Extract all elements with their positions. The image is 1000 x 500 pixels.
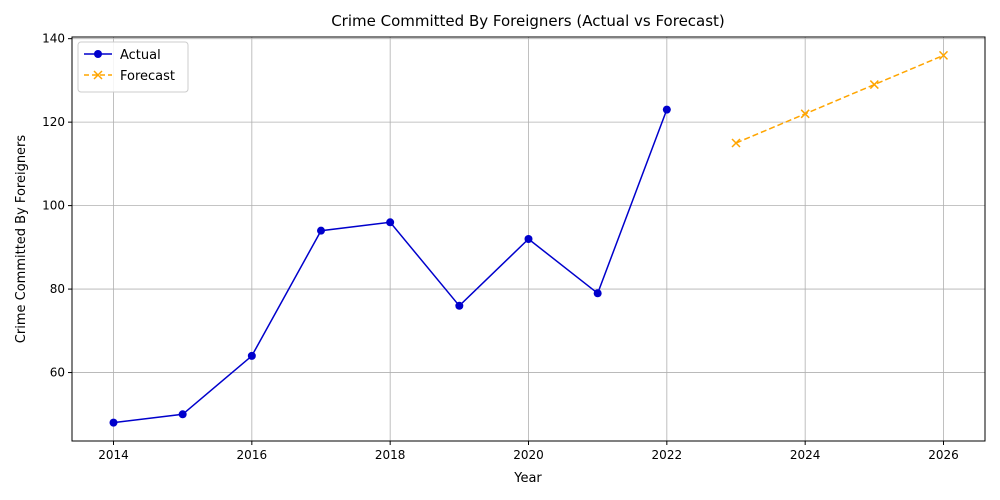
legend-label-actual: Actual (120, 48, 161, 63)
legend-item-actual: Actual (84, 48, 161, 63)
y-tick-label: 100 (42, 199, 65, 213)
data-point-forecast (731, 138, 741, 148)
data-point-actual (109, 418, 118, 427)
chart-title: Crime Committed By Foreigners (Actual vs… (331, 12, 725, 30)
data-point-actual (247, 351, 256, 360)
legend-marker-actual (94, 50, 102, 58)
data-point-forecast (869, 80, 879, 90)
legend-marker-forecast (93, 70, 103, 80)
series-line-forecast (735, 54, 944, 144)
series-layer (109, 50, 949, 427)
legend-item-forecast: Forecast (84, 69, 175, 84)
data-point-actual (386, 218, 395, 227)
data-point-actual (524, 235, 533, 243)
x-tick-label: 2022 (652, 448, 683, 462)
x-tick-label: 2024 (790, 448, 821, 462)
legend: Actual Forecast (77, 41, 189, 93)
y-axis-label: Crime Committed By Foreigners (14, 135, 29, 344)
y-tick-label: 140 (42, 32, 65, 46)
y-tick-label: 60 (50, 366, 65, 380)
y-tick-label: 120 (42, 115, 65, 129)
x-tick-label: 2026 (928, 448, 959, 462)
data-point-actual (178, 410, 187, 419)
data-point-actual (455, 301, 464, 310)
legend-label-forecast: Forecast (120, 69, 175, 84)
data-point-actual (662, 105, 671, 114)
grid (72, 37, 985, 441)
x-tick-label: 2016 (237, 448, 268, 462)
data-point-actual (593, 289, 602, 298)
y-tick-label: 80 (50, 282, 65, 296)
x-tick-label: 2018 (375, 448, 406, 462)
data-point-forecast (938, 50, 949, 60)
x-tick-label: 2014 (98, 448, 129, 462)
x-axis-label: Year (513, 471, 542, 486)
data-point-forecast (800, 109, 810, 119)
x-axis: 2014 2016 2018 2020 2022 2024 2026 (98, 441, 959, 462)
y-axis: 60 80 100 120 140 (42, 32, 72, 380)
x-tick-label: 2020 (513, 448, 544, 462)
data-point-actual (317, 226, 325, 235)
